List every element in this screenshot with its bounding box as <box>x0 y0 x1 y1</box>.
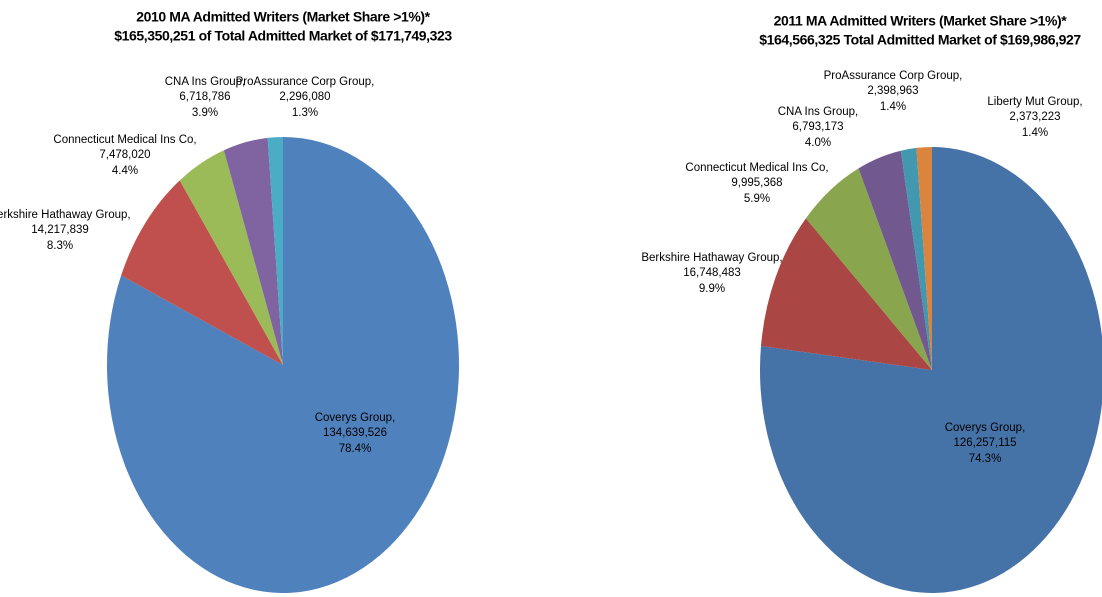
slice-value: 14,217,839 <box>31 224 89 236</box>
pie-slice <box>858 150 932 370</box>
slice-category: ProAssurance Corp Group, <box>824 70 963 82</box>
slice-value: 134,639,526 <box>323 427 387 439</box>
slice-category: Connecticut Medical Ins Co, <box>685 162 828 174</box>
slice-value: 16,748,483 <box>683 267 741 279</box>
slice-share: 74.3% <box>969 453 1002 465</box>
slice-share: 8.3% <box>47 240 73 252</box>
pie-slice <box>267 137 283 365</box>
slice-category: Coverys Group, <box>945 422 1026 434</box>
slice-share: 4.4% <box>112 165 138 177</box>
slice-share: 5.9% <box>744 193 770 205</box>
slice-value: 126,257,115 <box>953 437 1016 449</box>
slice-value: 2,296,080 <box>279 91 330 103</box>
slice-value: 7,478,020 <box>99 149 150 161</box>
chart-title: $164,566,325 Total Admitted Market of $1… <box>759 32 1081 48</box>
slice-category: Coverys Group, <box>315 412 396 424</box>
slice-category: ProAssurance Corp Group, <box>236 76 375 88</box>
slice-share: 4.0% <box>805 137 831 149</box>
slice-share: 78.4% <box>339 443 372 455</box>
pie-slice <box>223 137 283 365</box>
pie-slice <box>900 147 932 370</box>
slice-share: 3.9% <box>192 107 218 119</box>
pie-slice <box>107 137 460 594</box>
pie-slice <box>761 218 932 370</box>
slice-value: 2,373,223 <box>1009 111 1060 123</box>
slice-category: Berkshire Hathaway Group, <box>0 209 131 221</box>
pie-slice <box>179 150 283 365</box>
pie-slice <box>760 147 1102 593</box>
slice-value: 6,793,173 <box>792 121 843 133</box>
slice-category: CNA Ins Group, <box>778 106 859 118</box>
slice-category: Connecticut Medical Ins Co, <box>53 134 196 146</box>
slice-share: 1.3% <box>292 107 318 119</box>
slice-share: 1.4% <box>880 101 906 113</box>
pie-slice <box>805 168 932 370</box>
chart-title: 2010 MA Admitted Writers (Market Share >… <box>136 9 430 25</box>
slice-share: 9.9% <box>699 283 725 295</box>
slice-value: 9,995,368 <box>731 177 782 189</box>
slice-share: 1.4% <box>1022 127 1048 139</box>
slice-category: Liberty Mut Group, <box>987 96 1082 108</box>
chart-title: $165,350,251 of Total Admitted Market of… <box>114 28 452 44</box>
pie-slice <box>121 180 283 365</box>
pie-slice <box>916 147 932 370</box>
slice-category: Berkshire Hathaway Group, <box>641 252 782 264</box>
slice-value: 6,718,786 <box>179 91 230 103</box>
slice-category: CNA Ins Group, <box>165 76 246 88</box>
slice-value: 2,398,963 <box>867 85 918 97</box>
chart-title: 2011 MA Admitted Writers (Market Share >… <box>774 13 1068 29</box>
